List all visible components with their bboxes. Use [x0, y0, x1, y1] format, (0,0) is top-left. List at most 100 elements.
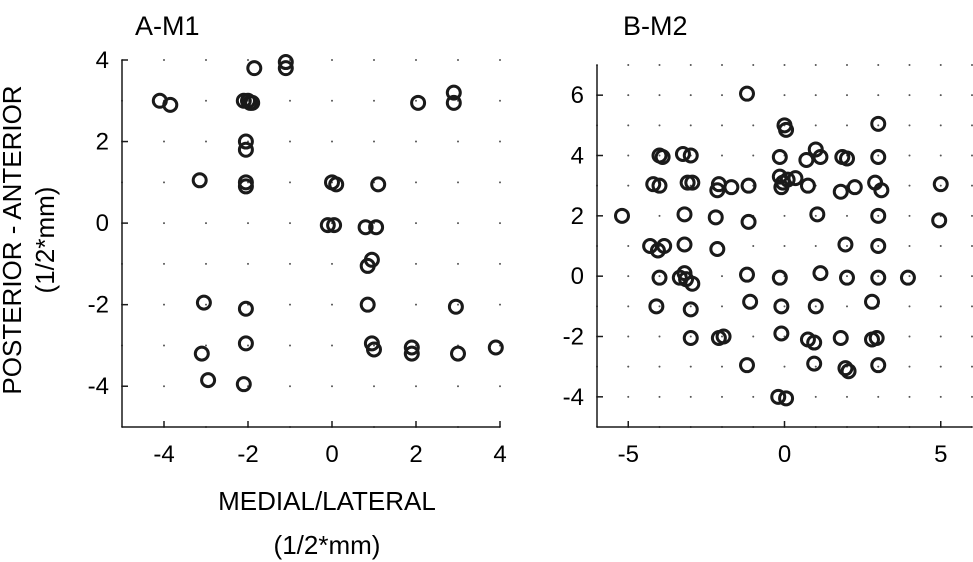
- grid-dot: [331, 59, 333, 61]
- scatter-point: [328, 176, 345, 193]
- scatter-point: [787, 170, 804, 187]
- scatter-point: [773, 179, 790, 196]
- grid-dot: [939, 335, 942, 338]
- grid-dot: [415, 181, 417, 184]
- grid-dot: [752, 335, 755, 338]
- scatter-point: [676, 236, 693, 253]
- grid-dot: [499, 262, 501, 265]
- grid-dot: [814, 245, 817, 247]
- grid-dot: [658, 395, 661, 398]
- grid-dot: [499, 181, 501, 184]
- scatter-point: [870, 357, 887, 374]
- grid-dot: [289, 303, 291, 306]
- grid-dot: [783, 305, 786, 308]
- scatter-point: [771, 149, 788, 166]
- grid-dot: [373, 59, 375, 61]
- y-tick-label: -2: [563, 324, 584, 351]
- panel-a-title: A-M1: [135, 11, 200, 41]
- scatter-point: [326, 217, 343, 234]
- scatter-point: [809, 206, 826, 223]
- panel-a-points: [151, 54, 504, 393]
- grid-dot: [499, 99, 501, 102]
- y-tick-label: -2: [88, 292, 109, 319]
- scatter-point: [359, 296, 376, 313]
- scatter-point: [679, 174, 696, 191]
- scatter-point: [682, 330, 699, 347]
- panel-a: A-M1 -4 -2 0 2 4 4 2 0 -2 -4: [88, 11, 507, 468]
- grid-dot: [627, 335, 630, 338]
- grid-dot: [627, 184, 630, 187]
- scatter-point: [837, 360, 854, 377]
- grid-dot: [908, 64, 911, 66]
- scatter-point: [778, 121, 795, 138]
- scatter-point: [237, 300, 254, 317]
- grid-dot: [205, 222, 207, 225]
- y-tick-label: 0: [96, 210, 109, 237]
- scatter-point: [806, 334, 823, 351]
- grid-dot: [415, 99, 417, 102]
- grid-dot: [721, 124, 723, 127]
- grid-dot: [721, 94, 723, 97]
- scatter-point: [870, 207, 887, 224]
- panel-b-points: [614, 85, 949, 407]
- scatter-point: [445, 94, 462, 111]
- grid-dot: [205, 303, 207, 306]
- grid-dot: [627, 154, 630, 157]
- grid-dot: [415, 385, 417, 388]
- grid-dot: [783, 365, 786, 368]
- grid-dot: [814, 214, 817, 217]
- scatter-point: [739, 266, 755, 283]
- grid-dot: [289, 262, 291, 265]
- panel-b: B-M2 -5 0 5 6 4 2 0 -2 -4: [563, 11, 973, 468]
- grid-dot: [908, 154, 911, 157]
- grid-dot: [373, 344, 375, 347]
- grid-dot: [415, 303, 417, 306]
- grid-dot: [289, 385, 291, 388]
- grid-dot: [752, 245, 755, 247]
- scatter-point: [200, 372, 217, 389]
- grid-dot: [846, 94, 848, 97]
- scatter-point: [319, 217, 336, 234]
- scatter-point: [277, 54, 294, 71]
- y-tick-label: 6: [571, 82, 584, 109]
- scatter-point: [237, 335, 254, 352]
- y-tick-label: -4: [88, 373, 109, 400]
- grid-dot: [415, 222, 417, 225]
- scatter-point: [770, 388, 787, 405]
- grid-dot: [752, 124, 755, 127]
- grid-dot: [939, 395, 942, 398]
- grid-dot: [814, 305, 817, 308]
- grid-dot: [689, 305, 692, 308]
- grid-dot: [752, 395, 755, 398]
- grid-dot: [939, 64, 942, 66]
- x-tick-label: 0: [778, 441, 791, 468]
- grid-dot: [783, 245, 786, 247]
- grid-dot: [908, 335, 911, 338]
- grid-dot: [846, 214, 848, 217]
- grid-dot: [205, 140, 207, 143]
- grid-dot: [247, 262, 249, 265]
- grid-dot: [627, 64, 630, 66]
- scatter-point: [773, 298, 790, 315]
- grid-dot: [721, 154, 723, 157]
- grid-dot: [689, 124, 692, 127]
- grid-dot: [658, 365, 661, 368]
- scatter-point: [832, 183, 849, 200]
- grid-dot: [752, 154, 755, 157]
- grid-dot: [415, 262, 417, 265]
- grid-dot: [689, 395, 692, 398]
- grid-dot: [689, 335, 692, 338]
- scatter-point: [363, 251, 380, 268]
- grid-dot: [627, 275, 630, 278]
- grid-dot: [783, 64, 786, 66]
- grid-dot: [721, 335, 723, 338]
- panel-a-ticks: -4 -2 0 2 4 4 2 0 -2 -4: [88, 47, 507, 468]
- grid-dot: [939, 184, 942, 187]
- scatter-point: [846, 179, 863, 196]
- grid-dot: [331, 385, 333, 388]
- scatter-point: [832, 330, 849, 347]
- grid-dot: [939, 275, 942, 278]
- grid-dot: [331, 262, 333, 265]
- scatter-point: [370, 176, 387, 193]
- x-tick-label: -4: [153, 441, 174, 468]
